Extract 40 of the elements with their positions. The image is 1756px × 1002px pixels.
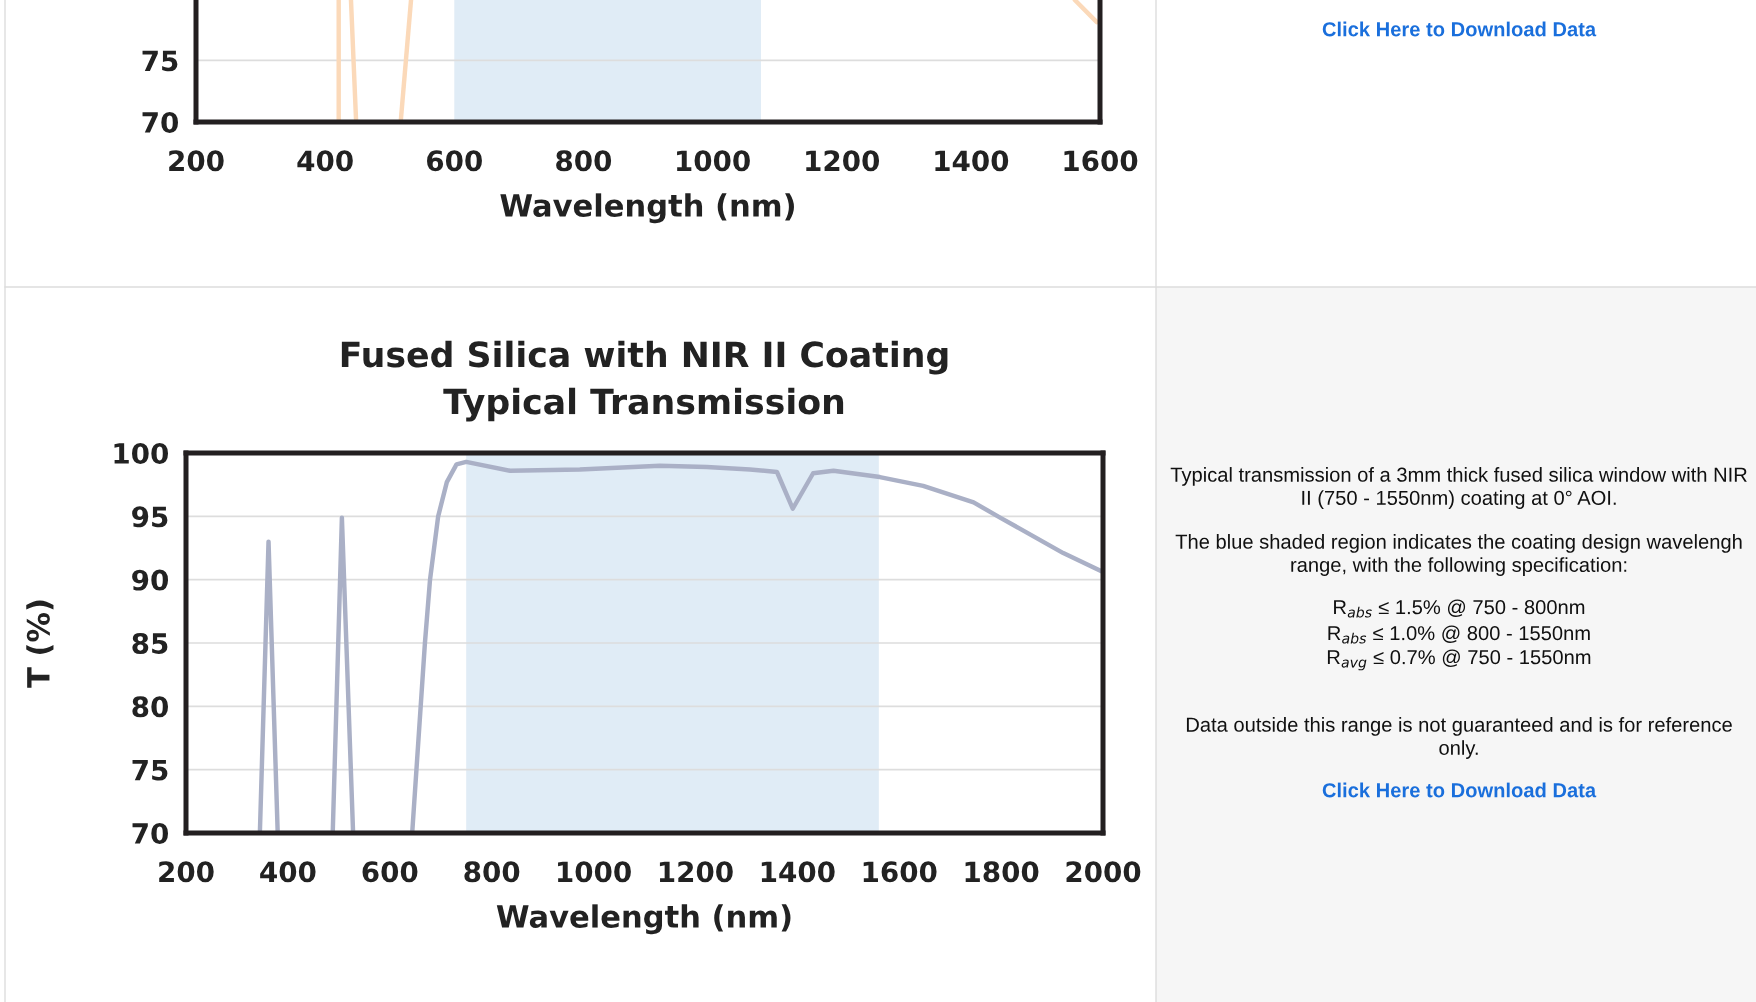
x-tick-label: 2000 (1066, 861, 1141, 883)
y-tick-label: 90 (132, 569, 169, 591)
x-tick-label: 1400 (761, 861, 835, 883)
y-tick-label: 100 (114, 442, 169, 464)
y-tick-label: 70 (132, 822, 169, 844)
x-tick-label: 400 (297, 150, 353, 172)
text: Typical transmission of a 3mm thick fused silica window with NIR II (750 - 1550nm) coating at 0° AOI. (1170, 467, 1747, 509)
y-tick-label: 75 (142, 50, 178, 72)
x-tick-label: 1000 (558, 861, 631, 883)
text: The blue shaded region indicates the coating design wavelengh range, with the following specification: (1175, 534, 1742, 576)
y-tick-label: 85 (132, 632, 168, 654)
x-tick-label: 1600 (1064, 150, 1138, 172)
chart-title: Fused Silica with NIR II Coating Typical Transmission (341, 340, 948, 422)
x-tick-label: 1800 (965, 861, 1039, 883)
x-tick-label: 1200 (659, 861, 733, 883)
x-tick-label: 600 (427, 150, 482, 172)
y-tick-label: 75 (132, 759, 168, 781)
text: R$_{abs}$ ≤ 1.5% @ 750 - 800nm (1334, 599, 1585, 618)
x-axis-title: Wavelength (nm) (496, 904, 791, 935)
y-tick-label: 80 (132, 696, 169, 718)
x-tick-label: 1400 (935, 150, 1009, 172)
x-tick-label: 1200 (806, 150, 880, 172)
x-tick-label: 800 (464, 861, 520, 883)
x-tick-label: 1600 (863, 861, 937, 883)
y-axis-title: T (%) (26, 600, 54, 688)
x-axis-title: Wavelength (nm) (500, 193, 794, 224)
text: Click Here to Download Data (1322, 782, 1597, 798)
y-tick-label: 95 (132, 506, 168, 528)
text: Click Here to Download Data (1322, 21, 1597, 37)
text: R$_{abs}$ ≤ 1.0% @ 800 - 1550nm (1328, 625, 1590, 644)
line-series (257, 459, 1103, 833)
x-tick-label: 800 (556, 150, 612, 172)
y-tick-label: 70 (142, 111, 179, 133)
x-tick-label: 400 (260, 861, 316, 883)
x-tick-label: 1000 (677, 150, 750, 172)
x-tick-label: 200 (159, 861, 214, 883)
x-tick-label: 200 (169, 150, 224, 172)
text: Data outside this range is not guaranteed and is for reference only. (1186, 717, 1732, 759)
x-tick-label: 600 (362, 861, 418, 883)
text: R$_{avg}$ ≤ 0.7% @ 750 - 1550nm (1327, 649, 1591, 671)
